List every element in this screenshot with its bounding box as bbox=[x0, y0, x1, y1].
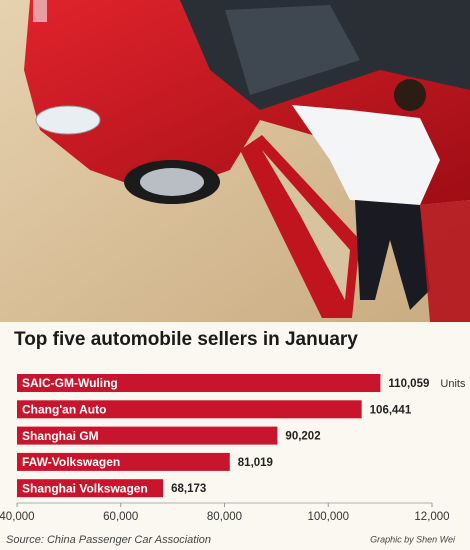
category-label: Shanghai Volkswagen bbox=[22, 481, 148, 495]
bar bbox=[17, 452, 230, 471]
category-label: Shanghai GM bbox=[22, 429, 99, 443]
x-tick-label: 40,000 bbox=[0, 511, 35, 523]
bar bbox=[17, 426, 278, 445]
credit: Graphic by Shen Wei bbox=[370, 534, 456, 544]
chart-title: Top five automobile sellers in January bbox=[14, 329, 358, 350]
bar bbox=[17, 400, 362, 419]
bar bbox=[17, 479, 164, 498]
photo bbox=[0, 0, 470, 322]
unit-label: Units bbox=[440, 378, 466, 390]
category-label: FAW-Volkswagen bbox=[22, 455, 120, 469]
x-tick-label: 12,000 bbox=[414, 511, 449, 523]
x-tick-label: 80,000 bbox=[207, 511, 242, 523]
category-label: SAIC-GM-Wuling bbox=[22, 376, 118, 390]
value-label: 68,173 bbox=[171, 483, 206, 495]
bar bbox=[17, 374, 381, 392]
value-label: 81,019 bbox=[238, 457, 273, 469]
x-tick-label: 60,000 bbox=[103, 511, 138, 523]
category-label: Chang'an Auto bbox=[22, 402, 106, 416]
value-label: 106,441 bbox=[370, 404, 412, 416]
source: Source: China Passenger Car Association bbox=[6, 534, 211, 546]
x-tick-label: 100,000 bbox=[307, 511, 349, 523]
value-label: 110,059 bbox=[388, 378, 429, 390]
value-label: 90,202 bbox=[285, 431, 320, 443]
